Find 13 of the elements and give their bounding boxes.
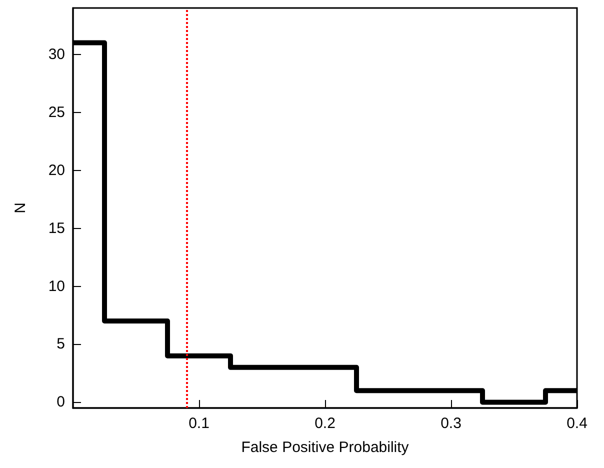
x-tick-label: 0.2 bbox=[314, 415, 336, 432]
x-tick-label: 0.1 bbox=[188, 415, 210, 432]
x-tick-label: 0.4 bbox=[566, 415, 588, 432]
y-tick-label: 30 bbox=[48, 46, 65, 63]
y-tick-label: 10 bbox=[48, 278, 65, 295]
y-tick-label: 15 bbox=[48, 220, 65, 237]
y-tick-label: 20 bbox=[48, 162, 65, 179]
x-tick-label: 0.3 bbox=[440, 415, 462, 432]
y-tick-label: 0 bbox=[56, 394, 65, 411]
x-axis-title: False Positive Probability bbox=[241, 439, 410, 456]
y-tick-label: 5 bbox=[56, 336, 65, 353]
y-tick-label: 25 bbox=[48, 104, 65, 121]
y-axis-title: N bbox=[12, 202, 29, 214]
